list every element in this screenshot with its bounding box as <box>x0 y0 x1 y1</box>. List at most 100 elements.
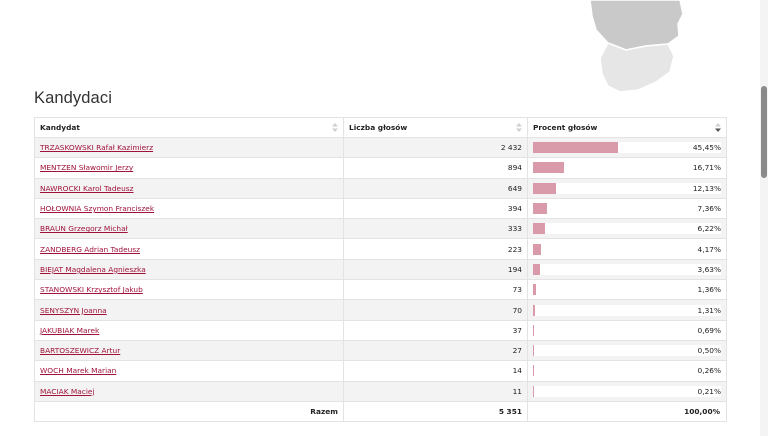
candidate-cell: NAWROCKI Karol Tadeusz <box>34 177 344 199</box>
candidate-link[interactable]: MACIAK Maciej <box>40 386 95 396</box>
votes-cell: 37 <box>343 319 528 341</box>
map-region-upper[interactable] <box>589 0 684 51</box>
column-header-percent[interactable]: Procent głosów <box>527 117 727 138</box>
percent-bar-track: 45,45% <box>533 142 721 154</box>
scrollbar-track[interactable] <box>760 0 768 436</box>
table-row: BARTOSZEWICZ Artur 27 0,50% <box>34 339 727 362</box>
votes-cell: 194 <box>343 258 528 281</box>
percent-bar-track: 12,13% <box>533 182 721 194</box>
percent-cell: 0,26% <box>527 360 727 382</box>
table-row: WOCH Marek Marian 14 0,26% <box>34 360 727 382</box>
percent-bar-track: 0,50% <box>533 345 721 357</box>
votes-cell: 73 <box>343 279 528 301</box>
table-row: MACIAK Maciej 11 0,21% <box>34 380 727 402</box>
candidate-link[interactable]: SENYSZYN Joanna <box>40 305 107 315</box>
percent-bar-track: 0,21% <box>533 385 721 397</box>
votes-cell: 649 <box>343 177 528 199</box>
votes-cell: 333 <box>343 218 528 240</box>
percent-bar <box>533 142 619 154</box>
column-header-label: Procent głosów <box>533 123 598 132</box>
column-header-candidate[interactable]: Kandydat <box>34 117 344 138</box>
percent-bar <box>533 324 535 336</box>
sort-both-icon[interactable] <box>332 123 338 132</box>
percent-cell: 0,69% <box>527 319 727 341</box>
table-row: STANOWSKI Krzysztof Jakub 73 1,36% <box>34 279 727 301</box>
candidate-link[interactable]: MENTZEN Sławomir Jerzy <box>40 163 134 173</box>
percent-label: 3,63% <box>697 264 721 274</box>
percent-bar <box>533 223 545 235</box>
votes-cell: 223 <box>343 238 528 260</box>
percent-cell: 16,71% <box>527 157 727 179</box>
candidate-cell: TRZASKOWSKI Rafał Kazimierz <box>34 136 344 159</box>
percent-cell: 6,22% <box>527 218 727 240</box>
percent-bar-track: 4,17% <box>533 243 721 255</box>
candidate-cell: HOŁOWNIA Szymon Franciszek <box>34 197 344 220</box>
percent-label: 0,50% <box>697 346 721 356</box>
sort-both-icon[interactable] <box>516 123 522 132</box>
candidate-link[interactable]: STANOWSKI Krzysztof Jakub <box>40 285 143 295</box>
percent-bar-track: 7,36% <box>533 203 721 215</box>
scrollbar-thumb[interactable] <box>761 86 767 178</box>
candidate-cell: BIEJAT Magdalena Agnieszka <box>34 258 344 281</box>
percent-bar <box>533 182 556 194</box>
percent-label: 0,21% <box>697 386 721 396</box>
candidate-link[interactable]: ZANDBERG Adrian Tadeusz <box>40 244 141 254</box>
candidate-link[interactable]: NAWROCKI Karol Tadeusz <box>40 183 134 193</box>
percent-bar <box>533 243 541 255</box>
table-row: NAWROCKI Karol Tadeusz 649 12,13% <box>34 177 727 199</box>
totals-label: Razem <box>34 400 344 423</box>
column-header-label: Kandydat <box>40 123 80 132</box>
percent-label: 0,69% <box>697 325 721 335</box>
candidate-cell: MACIAK Maciej <box>34 380 344 402</box>
percent-bar-track: 1,36% <box>533 284 721 296</box>
percent-cell: 7,36% <box>527 197 727 220</box>
votes-cell: 11 <box>343 380 528 402</box>
candidate-cell: ZANDBERG Adrian Tadeusz <box>34 238 344 260</box>
table-row: BRAUN Grzegorz Michał 333 6,22% <box>34 218 727 240</box>
percent-bar-track: 6,22% <box>533 223 721 235</box>
percent-bar-track: 3,63% <box>533 263 721 275</box>
percent-cell: 0,21% <box>527 380 727 402</box>
table-row: JAKUBIAK Marek 37 0,69% <box>34 319 727 341</box>
percent-label: 0,26% <box>697 366 721 376</box>
percent-cell: 1,31% <box>527 299 727 321</box>
column-header-label: Liczba głosów <box>349 123 408 132</box>
percent-cell: 12,13% <box>527 177 727 199</box>
candidate-link[interactable]: BIEJAT Magdalena Agnieszka <box>40 264 146 274</box>
candidate-cell: JAKUBIAK Marek <box>34 319 344 341</box>
candidate-cell: BRAUN Grzegorz Michał <box>34 218 344 240</box>
candidate-link[interactable]: BRAUN Grzegorz Michał <box>40 224 128 234</box>
percent-bar <box>533 304 536 316</box>
percent-label: 1,31% <box>697 305 721 315</box>
percent-label: 12,13% <box>692 183 721 193</box>
candidate-link[interactable]: BARTOSZEWICZ Artur <box>40 346 121 356</box>
sort-desc-icon[interactable] <box>715 123 721 132</box>
votes-cell: 2 432 <box>343 136 528 159</box>
candidate-link[interactable]: WOCH Marek Marian <box>40 366 117 376</box>
table-row: ZANDBERG Adrian Tadeusz 223 4,17% <box>34 238 727 260</box>
table-row: MENTZEN Sławomir Jerzy 894 16,71% <box>34 157 727 179</box>
votes-cell: 894 <box>343 157 528 179</box>
votes-cell: 14 <box>343 360 528 382</box>
percent-cell: 4,17% <box>527 238 727 260</box>
table-row: BIEJAT Magdalena Agnieszka 194 3,63% <box>34 258 727 281</box>
candidate-link[interactable]: JAKUBIAK Marek <box>40 325 100 335</box>
percent-bar <box>533 345 534 357</box>
percent-cell: 0,50% <box>527 339 727 362</box>
percent-label: 1,36% <box>697 285 721 295</box>
votes-cell: 27 <box>343 339 528 362</box>
totals-votes: 5 351 <box>343 400 528 423</box>
candidate-cell: SENYSZYN Joanna <box>34 299 344 321</box>
votes-cell: 394 <box>343 197 528 220</box>
percent-bar <box>533 203 547 215</box>
candidate-link[interactable]: TRZASKOWSKI Rafał Kazimierz <box>40 143 154 153</box>
section-title: Kandydaci <box>34 89 112 107</box>
percent-label: 16,71% <box>692 163 721 173</box>
table-row: TRZASKOWSKI Rafał Kazimierz 2 432 45,45% <box>34 136 727 159</box>
percent-cell: 45,45% <box>527 136 727 159</box>
percent-cell: 3,63% <box>527 258 727 281</box>
map-region-lower[interactable] <box>599 42 675 93</box>
column-header-votes[interactable]: Liczba głosów <box>343 117 528 138</box>
candidate-cell: BARTOSZEWICZ Artur <box>34 339 344 362</box>
candidate-link[interactable]: HOŁOWNIA Szymon Franciszek <box>40 204 155 214</box>
